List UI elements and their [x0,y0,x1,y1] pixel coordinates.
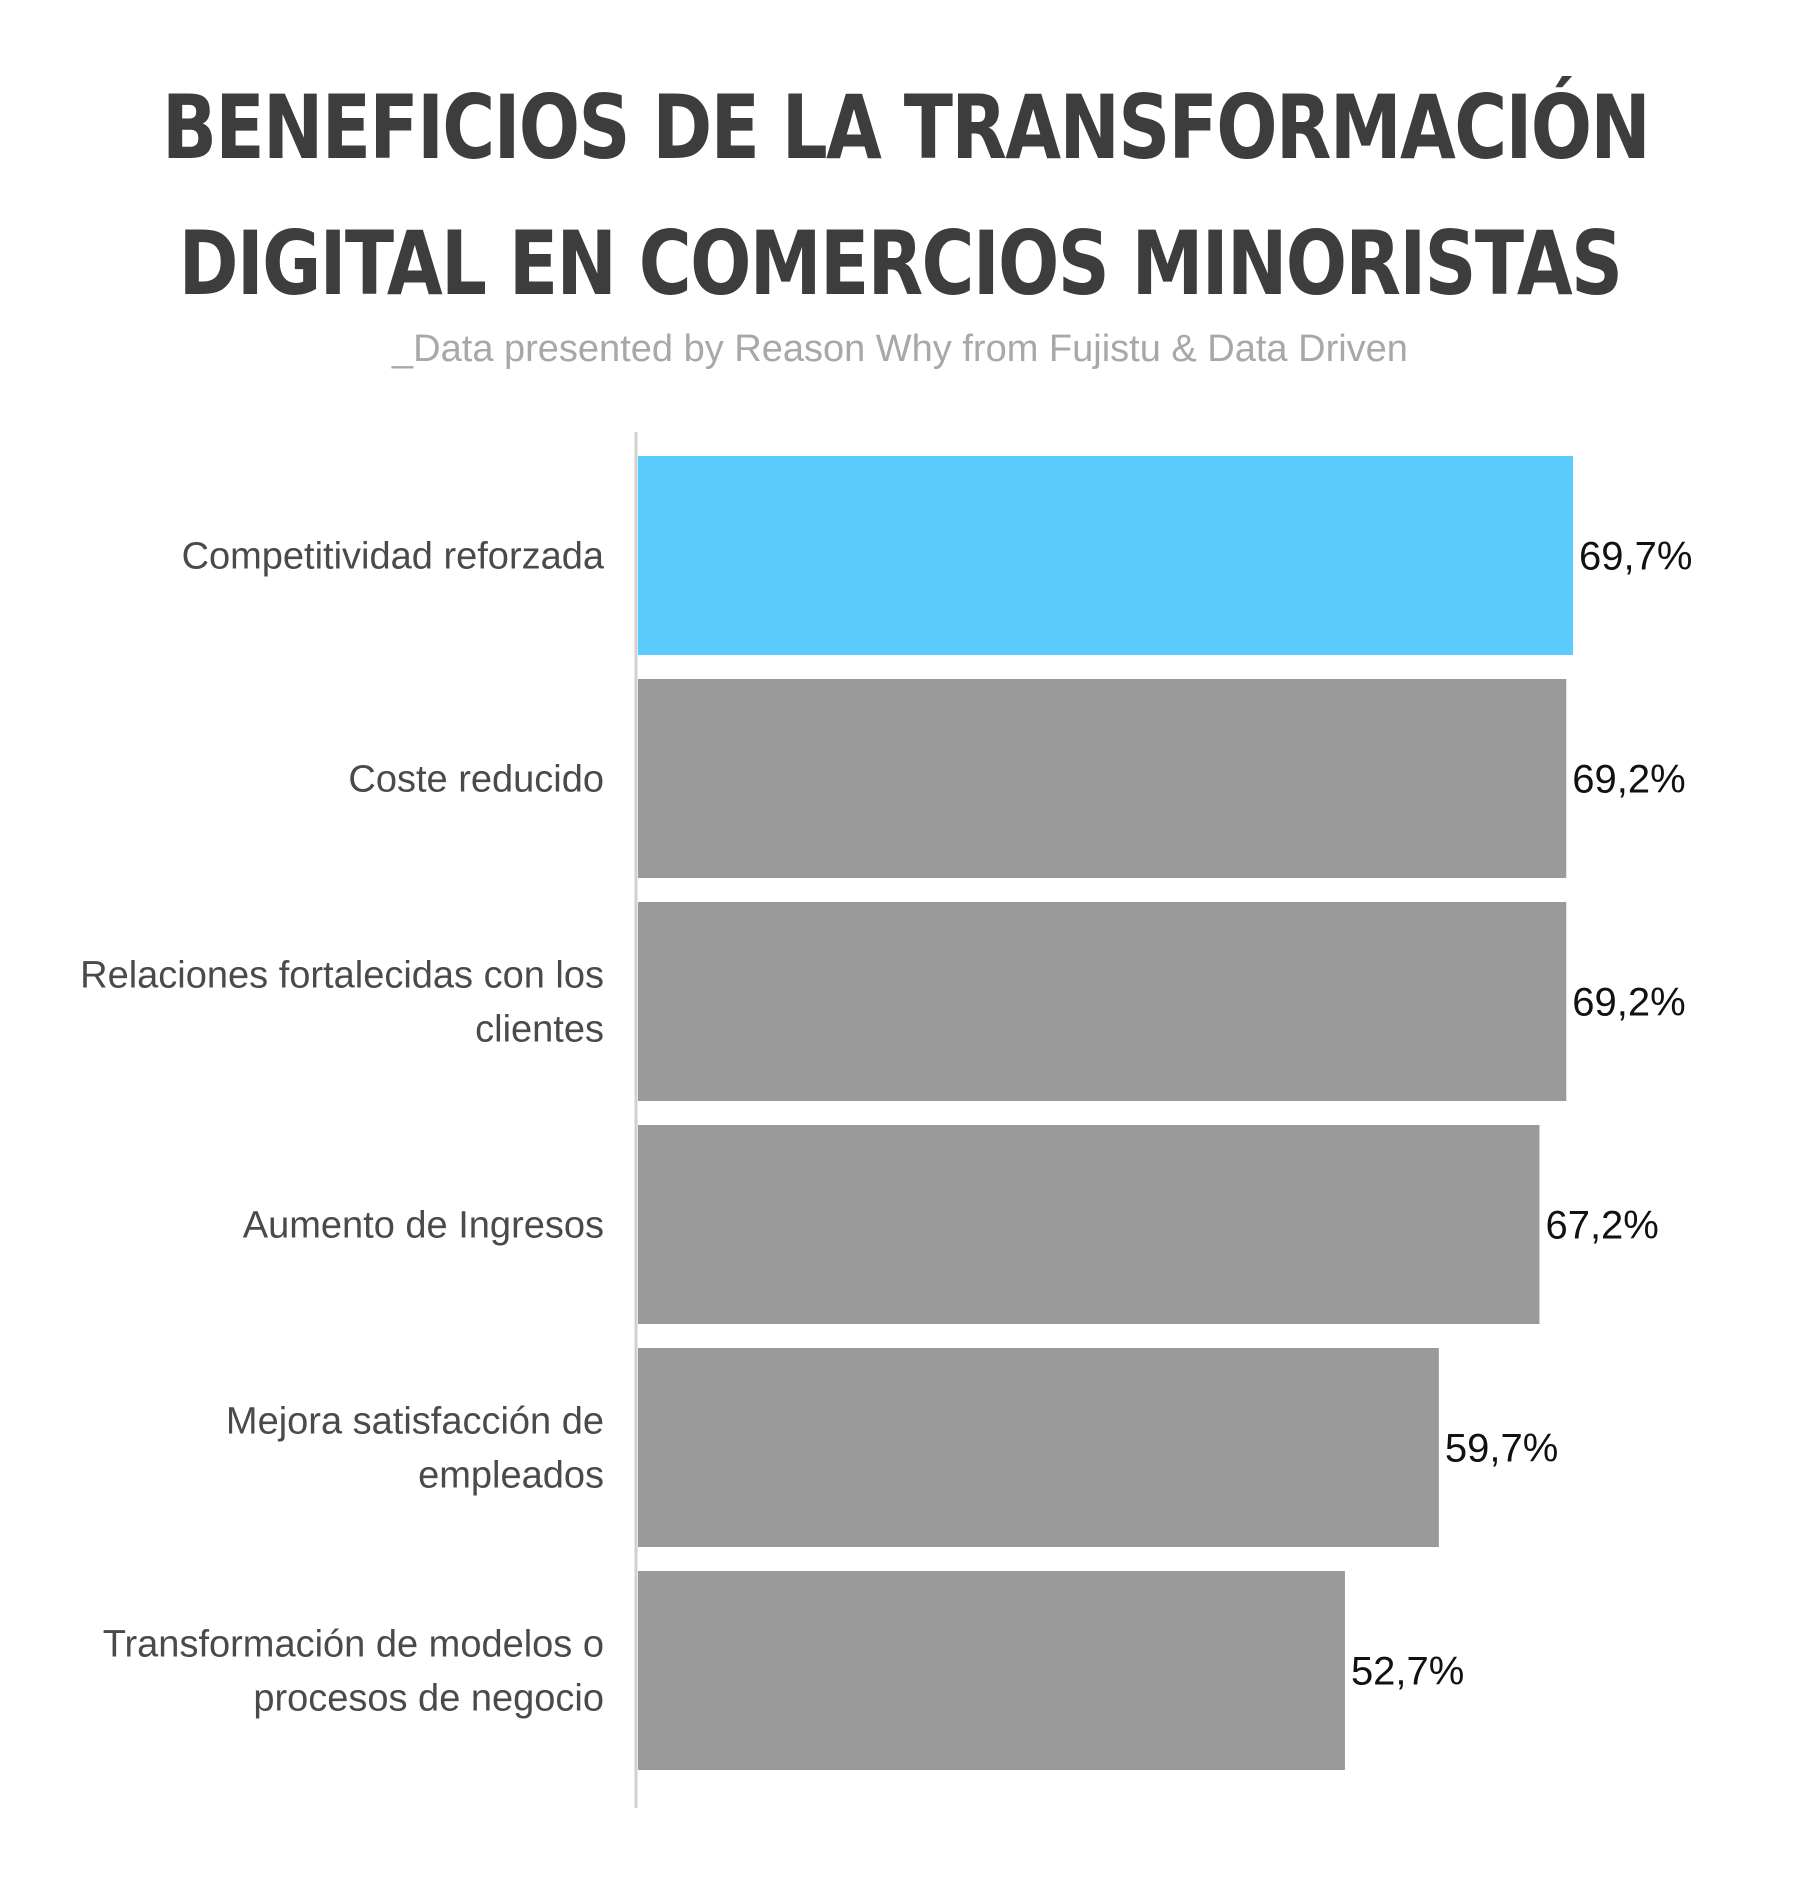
category-label-1: Competitividad reforzada [182,536,605,578]
chart-title-line-2: DIGITAL EN COMERCIOS MINORISTAS [178,212,1623,315]
category-label-5-line-2: empleados [418,1455,604,1497]
value-label-6: 52,7% [1351,1650,1464,1694]
category-label-1-line-1: Competitividad reforzada [182,536,605,578]
bar-6 [638,1571,1345,1770]
chart-title: BENEFICIOS DE LA TRANSFORMACIÓN DIGITAL … [0,60,1800,332]
bar-5 [638,1348,1439,1547]
category-label-3: Relaciones fortalecidas con los clientes [80,955,604,1051]
bar-3 [638,902,1567,1101]
category-label-6-line-2: procesos de negocio [253,1678,604,1720]
value-label-4: 67,2% [1545,1204,1658,1248]
category-label-3-line-1: Relaciones fortalecidas con los [80,955,604,997]
chart-subtitle: _Data presented by Reason Why from Fujis… [392,328,1408,370]
value-label-5: 59,7% [1445,1427,1558,1471]
category-label-6-line-1: Transformación de modelos o [103,1624,604,1666]
category-label-4: Aumento de Ingresos [243,1205,604,1247]
chart-title-line-1: BENEFICIOS DE LA TRANSFORMACIÓN [162,76,1651,179]
bar-1 [638,456,1573,655]
category-label-2: Coste reducido [348,759,604,801]
category-label-3-line-2: clientes [475,1009,604,1051]
value-label-1: 69,7% [1579,535,1692,579]
category-label-6: Transformación de modelos o procesos de n… [103,1624,604,1720]
category-label-4-line-1: Aumento de Ingresos [243,1205,604,1247]
category-label-5: Mejora satisfacción de empleados [226,1401,604,1497]
category-label-2-line-1: Coste reducido [348,759,604,801]
bar-4 [638,1125,1540,1324]
category-label-5-line-1: Mejora satisfacción de [226,1401,604,1443]
value-label-2: 69,2% [1572,758,1685,802]
bar-2 [638,679,1567,878]
value-label-3: 69,2% [1572,981,1685,1025]
